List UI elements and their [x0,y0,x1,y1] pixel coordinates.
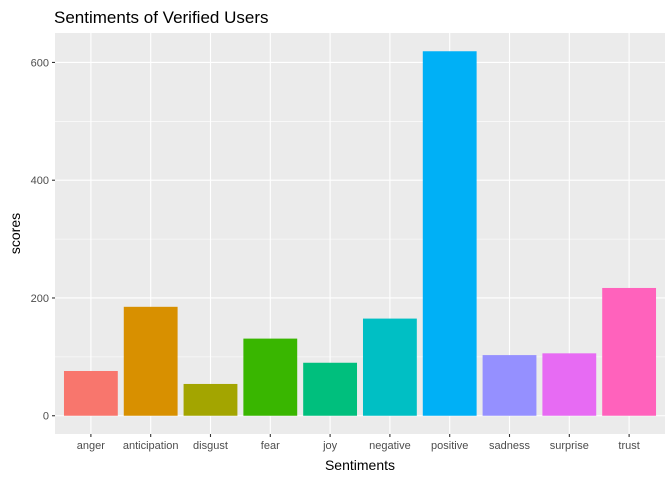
bar-surprise [542,353,597,416]
bar-positive [422,51,477,416]
y-tick-label: 600 [31,57,49,69]
x-axis-title: Sentiments [325,457,395,473]
y-tick-label: 400 [31,175,49,187]
x-axis: anger anticipation disgust fear joy negative p… [77,434,640,452]
bar-anticipation [123,306,178,416]
bar-disgust [183,383,238,416]
y-tick-label: 200 [31,293,49,305]
x-tick-label: fear [261,440,280,452]
bar-negative [362,318,417,416]
bars [63,51,657,416]
x-tick-label: surprise [550,440,589,452]
x-tick-label: trust [618,440,639,452]
chart-title: Sentiments of Verified Users [54,8,268,27]
x-tick-label: joy [322,440,338,452]
x-tick-label: anger [77,440,105,452]
bar-sadness [482,355,537,416]
x-tick-label: positive [431,440,468,452]
x-tick-label: disgust [193,440,228,452]
bar-trust [602,287,657,416]
y-tick-label: 0 [43,411,49,423]
x-tick-label: anticipation [123,440,179,452]
bar-fear [243,338,298,416]
bar-anger [63,370,118,416]
y-axis-title: scores [7,213,23,254]
y-axis: 0 200 400 600 [31,57,55,423]
bar-joy [303,362,358,416]
x-tick-label: sadness [489,440,530,452]
x-tick-label: negative [369,440,411,452]
